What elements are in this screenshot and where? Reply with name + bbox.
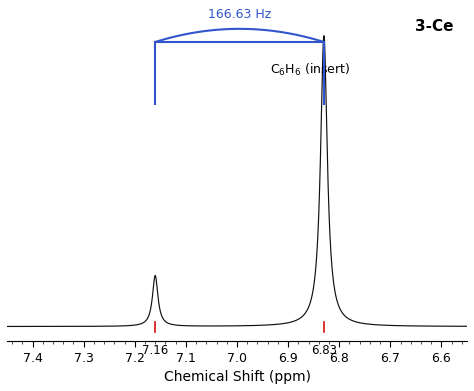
Text: 3-Ce: 3-Ce [415,19,453,34]
Text: C$_6$H$_6$ (insert): C$_6$H$_6$ (insert) [270,62,350,78]
Text: 6.83: 6.83 [311,344,337,357]
X-axis label: Chemical Shift (ppm): Chemical Shift (ppm) [164,370,310,384]
Text: 166.63 Hz: 166.63 Hz [208,8,271,21]
Text: 7.16: 7.16 [142,344,168,357]
